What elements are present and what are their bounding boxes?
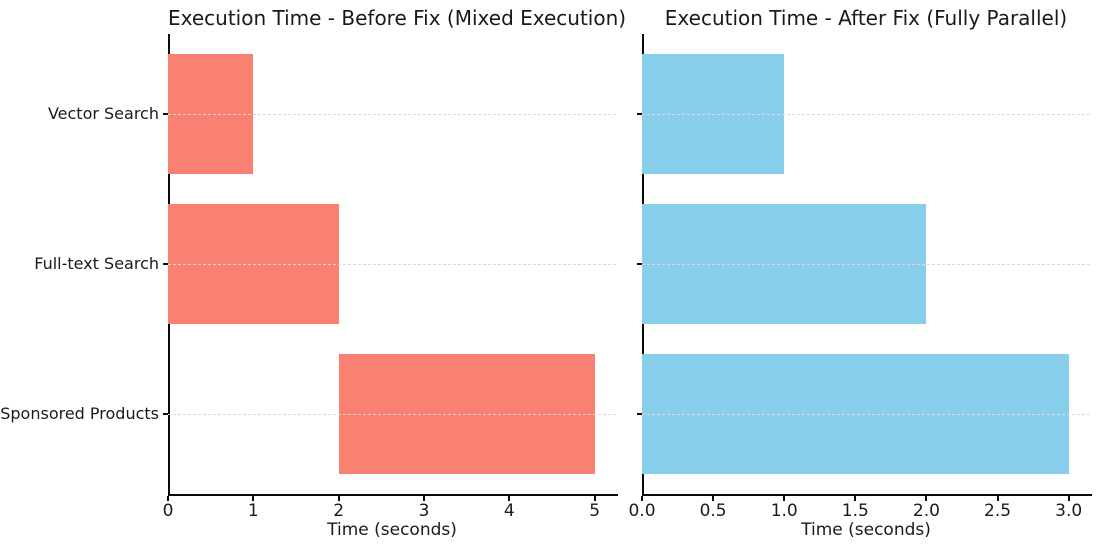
- gridline-vector-search: [168, 114, 616, 115]
- x-tick-3-0: [1067, 496, 1070, 501]
- x-tick-0-5: [712, 496, 715, 501]
- y-tick-vector-search: [163, 113, 168, 115]
- x-tick-2: [337, 496, 340, 501]
- x-tick-2-5: [996, 496, 999, 501]
- x-tick-label-5: 5: [589, 501, 601, 521]
- x-axis-label-before-fix: Time (seconds): [327, 520, 457, 540]
- x-tick-1-0: [783, 496, 786, 501]
- y-tick-full-text-search: [637, 263, 642, 265]
- y-tick-vector-search: [637, 113, 642, 115]
- chart-title-before-fix: Execution Time - Before Fix (Mixed Execu…: [168, 6, 627, 30]
- x-tick-label-3: 3: [418, 501, 430, 521]
- x-tick-label-0-5: 0.5: [699, 501, 727, 521]
- x-tick-label-3-0: 3.0: [1055, 501, 1083, 521]
- gridline-full-text-search: [168, 264, 616, 265]
- y-tick-full-text-search: [163, 263, 168, 265]
- x-tick-label-2-0: 2.0: [912, 501, 940, 521]
- gridline-full-text-search: [642, 264, 1090, 265]
- y-category-label-vector-search: Vector Search: [47, 104, 159, 123]
- x-tick-5: [593, 496, 596, 501]
- x-tick-1-5: [854, 496, 857, 501]
- x-tick-4: [508, 496, 511, 501]
- gridline-sponsored-products: [642, 414, 1090, 415]
- x-tick-1: [252, 496, 255, 501]
- x-tick-label-1: 1: [247, 501, 259, 521]
- x-tick-label-2-5: 2.5: [984, 501, 1012, 521]
- x-tick-2-0: [925, 496, 928, 501]
- x-tick-label-0-0: 0.0: [628, 501, 656, 521]
- x-tick-0-0: [641, 496, 643, 501]
- x-tick-0: [167, 496, 169, 501]
- x-tick-label-4: 4: [503, 501, 515, 521]
- gridline-sponsored-products: [168, 414, 616, 415]
- x-axis-label-after-fix: Time (seconds): [801, 520, 931, 540]
- y-tick-sponsored-products: [637, 413, 642, 415]
- x-tick-label-0: 0: [162, 501, 174, 521]
- x-tick-label-2: 2: [333, 501, 345, 521]
- chart-title-after-fix: Execution Time - After Fix (Fully Parall…: [664, 6, 1068, 30]
- y-category-label-sponsored-products: Sponsored Products: [0, 404, 159, 423]
- x-tick-label-1-0: 1.0: [770, 501, 798, 521]
- x-tick-label-1-5: 1.5: [841, 501, 869, 521]
- y-tick-sponsored-products: [163, 413, 168, 415]
- x-tick-3: [423, 496, 425, 501]
- y-category-label-full-text-search: Full-text Search: [34, 254, 159, 273]
- gridline-vector-search: [642, 114, 1090, 115]
